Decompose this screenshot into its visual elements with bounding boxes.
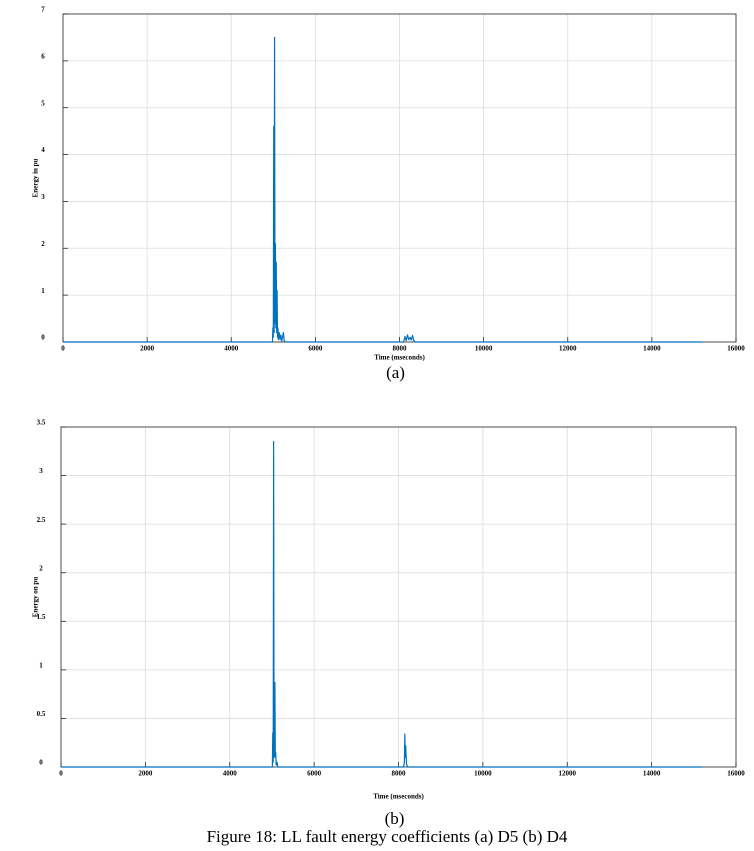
y-tick-label: 2 <box>39 564 43 572</box>
y-tick-label: 3.5 <box>37 419 46 427</box>
y-tick-label: 1.5 <box>37 613 46 621</box>
x-tick-label: 10000 <box>475 345 493 353</box>
y-tick-label: 1 <box>39 661 43 669</box>
y-tick-label: 2 <box>41 240 45 248</box>
y-tick-label: 7 <box>41 6 45 14</box>
y-tick-label: 3 <box>41 193 45 201</box>
x-tick-label: 10000 <box>474 770 492 778</box>
panel-label: (b) <box>385 809 405 828</box>
x-tick-label: 4000 <box>223 770 238 778</box>
y-axis-label: Energy in pu <box>32 158 40 197</box>
x-tick-label: 14000 <box>643 770 661 778</box>
x-tick-label: 2000 <box>138 770 153 778</box>
x-tick-label: 0 <box>59 770 63 778</box>
y-tick-label: 4 <box>41 146 45 154</box>
y-tick-label: 5 <box>41 99 45 107</box>
y-tick-label: 1 <box>41 287 45 295</box>
x-tick-label: 14000 <box>643 345 661 353</box>
x-axis-label: Time (mseconds) <box>373 793 424 801</box>
x-tick-label: 12000 <box>559 345 577 353</box>
y-tick-label: 2.5 <box>37 516 46 524</box>
panel-label: (a) <box>386 363 405 382</box>
y-tick-label: 6 <box>41 52 45 60</box>
x-tick-label: 16000 <box>727 345 745 353</box>
x-tick-label: 8000 <box>392 770 407 778</box>
y-tick-label: 0 <box>39 759 43 767</box>
y-tick-label: 0.5 <box>37 710 46 718</box>
y-axis-label: Energy on pu <box>32 577 40 618</box>
x-tick-label: 0 <box>61 345 65 353</box>
x-tick-label: 16000 <box>727 770 745 778</box>
x-tick-label: 8000 <box>393 345 408 353</box>
x-tick-label: 6000 <box>308 345 323 353</box>
y-tick-label: 3 <box>39 467 43 475</box>
x-tick-label: 2000 <box>140 345 155 353</box>
x-tick-label: 12000 <box>559 770 577 778</box>
x-tick-label: 4000 <box>224 345 239 353</box>
x-tick-label: 6000 <box>307 770 322 778</box>
caption: Figure 18: LL fault energy coefficients … <box>207 827 568 846</box>
data-line <box>61 440 703 768</box>
data-line <box>63 36 703 343</box>
x-axis-label: Time (mseconds) <box>374 354 425 362</box>
y-tick-label: 0 <box>41 334 45 342</box>
